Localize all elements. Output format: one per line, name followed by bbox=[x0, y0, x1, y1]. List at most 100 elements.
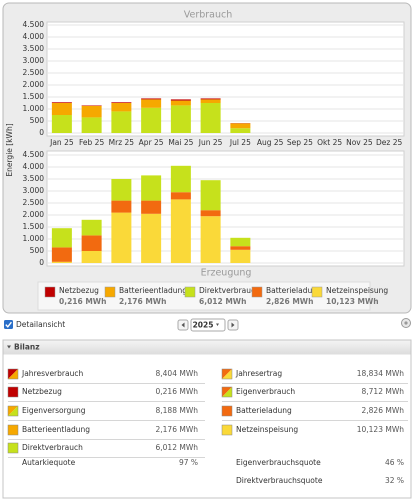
legend-label: Batterieladung bbox=[266, 286, 322, 295]
y-tick-label: 4.500 bbox=[23, 20, 45, 29]
row-label: Netzeinspeisung bbox=[236, 425, 298, 434]
x-tick-label: Nov 25 bbox=[346, 138, 373, 147]
legend-swatch bbox=[44, 286, 56, 298]
row-value: 8,188 MWh bbox=[156, 406, 199, 415]
bar-segment bbox=[141, 98, 162, 100]
y-tick-label: 2.000 bbox=[23, 80, 45, 89]
x-tick-label: Aug 25 bbox=[257, 138, 284, 147]
y-tick-label: 3.000 bbox=[23, 186, 45, 195]
chart-title: Verbrauch bbox=[184, 10, 233, 21]
bar-segment bbox=[170, 99, 191, 101]
bar-segment bbox=[200, 210, 221, 217]
bar-segment bbox=[51, 247, 72, 262]
row-icon bbox=[222, 406, 232, 416]
bar-segment bbox=[111, 212, 132, 263]
checkbox-label: Detailansicht bbox=[16, 320, 65, 329]
bar-segment bbox=[51, 102, 72, 103]
row-label: Direktverbrauch bbox=[22, 443, 83, 452]
bar-segment bbox=[200, 103, 221, 133]
bar-segment bbox=[111, 102, 132, 103]
x-tick-label: Okt 25 bbox=[317, 138, 342, 147]
checkbox[interactable] bbox=[4, 320, 13, 329]
x-tick-label: Jan 25 bbox=[49, 138, 74, 147]
legend-swatch bbox=[184, 286, 196, 298]
bar-segment bbox=[141, 175, 162, 201]
y-tick-label: 3.000 bbox=[23, 56, 45, 65]
bar-segment bbox=[230, 246, 251, 250]
y-tick-label: 500 bbox=[30, 246, 45, 255]
row-icon-border bbox=[221, 368, 233, 380]
arrow-right bbox=[231, 322, 235, 328]
legend-value: 6,012 MWh bbox=[199, 297, 246, 306]
y-tick-label: 2.500 bbox=[23, 68, 45, 77]
row-value: 8,712 MWh bbox=[362, 387, 405, 396]
y-tick-label: 0 bbox=[39, 128, 44, 137]
row-label: Direktverbrauchsquote bbox=[236, 476, 323, 485]
row-label: Jahresverbrauch bbox=[21, 369, 83, 378]
bar-segment bbox=[200, 180, 221, 211]
bar-segment bbox=[170, 105, 191, 133]
row-label: Eigenverbrauchsquote bbox=[236, 458, 321, 467]
row-icon-border bbox=[7, 424, 19, 436]
row-icon-border bbox=[7, 368, 19, 380]
legend-value: 2,176 MWh bbox=[119, 297, 166, 306]
bar-segment bbox=[51, 228, 72, 248]
bar-segment bbox=[230, 249, 251, 263]
y-tick-label: 3.500 bbox=[23, 174, 45, 183]
bar-segment bbox=[111, 200, 132, 213]
row-icon bbox=[222, 425, 232, 435]
row-value: 18,834 MWh bbox=[357, 369, 405, 378]
bar-segment bbox=[200, 216, 221, 263]
year-select[interactable] bbox=[190, 318, 226, 332]
x-tick-label: Mai 25 bbox=[168, 138, 193, 147]
bar-segment bbox=[200, 99, 221, 103]
x-tick-label: Apr 25 bbox=[139, 138, 164, 147]
checkmark bbox=[5, 321, 12, 328]
row-label: Jahresertrag bbox=[235, 369, 282, 378]
legend-value: 0,216 MWh bbox=[59, 297, 106, 306]
row-value: 46 % bbox=[385, 458, 404, 467]
row-icon-border bbox=[7, 442, 19, 454]
y-tick-label: 500 bbox=[30, 116, 45, 125]
row-icon bbox=[8, 425, 18, 435]
row-value: 2,176 MWh bbox=[156, 425, 199, 434]
bilanz-panel bbox=[2, 339, 412, 499]
arrow-left bbox=[181, 322, 185, 328]
bar-segment bbox=[111, 179, 132, 201]
legend-label: Netzeinspeisung bbox=[326, 286, 388, 295]
y-axis-label: Energie [kWh] bbox=[5, 123, 14, 176]
dropdown-arrow bbox=[216, 323, 219, 326]
x-tick-label: Mrz 25 bbox=[109, 138, 135, 147]
bar-segment bbox=[170, 199, 191, 263]
y-tick-label: 3.500 bbox=[23, 44, 45, 53]
legend-label: Netzbezug bbox=[59, 286, 99, 295]
bar-segment bbox=[200, 98, 221, 100]
bar-segment bbox=[170, 100, 191, 106]
bar-segment bbox=[81, 117, 102, 133]
row-value: 32 % bbox=[385, 476, 404, 485]
plot-area bbox=[46, 21, 405, 137]
y-tick-label: 1.500 bbox=[23, 222, 45, 231]
bar-segment bbox=[51, 261, 72, 263]
legend-swatch bbox=[311, 286, 323, 298]
bar-segment bbox=[51, 115, 72, 133]
row-icon bbox=[8, 369, 18, 379]
row-label: Eigenverbrauch bbox=[236, 387, 295, 396]
bilanz-header[interactable] bbox=[3, 340, 411, 355]
bar-segment bbox=[230, 123, 251, 129]
bar-segment bbox=[81, 235, 102, 251]
row-icon-border bbox=[7, 405, 19, 417]
row-icon-border bbox=[221, 386, 233, 398]
legend-swatch bbox=[104, 286, 116, 298]
y-tick-label: 4.000 bbox=[23, 32, 45, 41]
settings-icon-center bbox=[404, 321, 408, 325]
row-value: 8,404 MWh bbox=[156, 369, 199, 378]
y-tick-label: 1.000 bbox=[23, 234, 45, 243]
row-label: Batterieentladung bbox=[22, 425, 90, 434]
y-tick-label: 4.500 bbox=[23, 150, 45, 159]
year-value: 2025 bbox=[193, 321, 214, 330]
x-tick-label: Sep 25 bbox=[287, 138, 313, 147]
row-icon bbox=[8, 406, 18, 416]
row-icon bbox=[8, 387, 18, 397]
